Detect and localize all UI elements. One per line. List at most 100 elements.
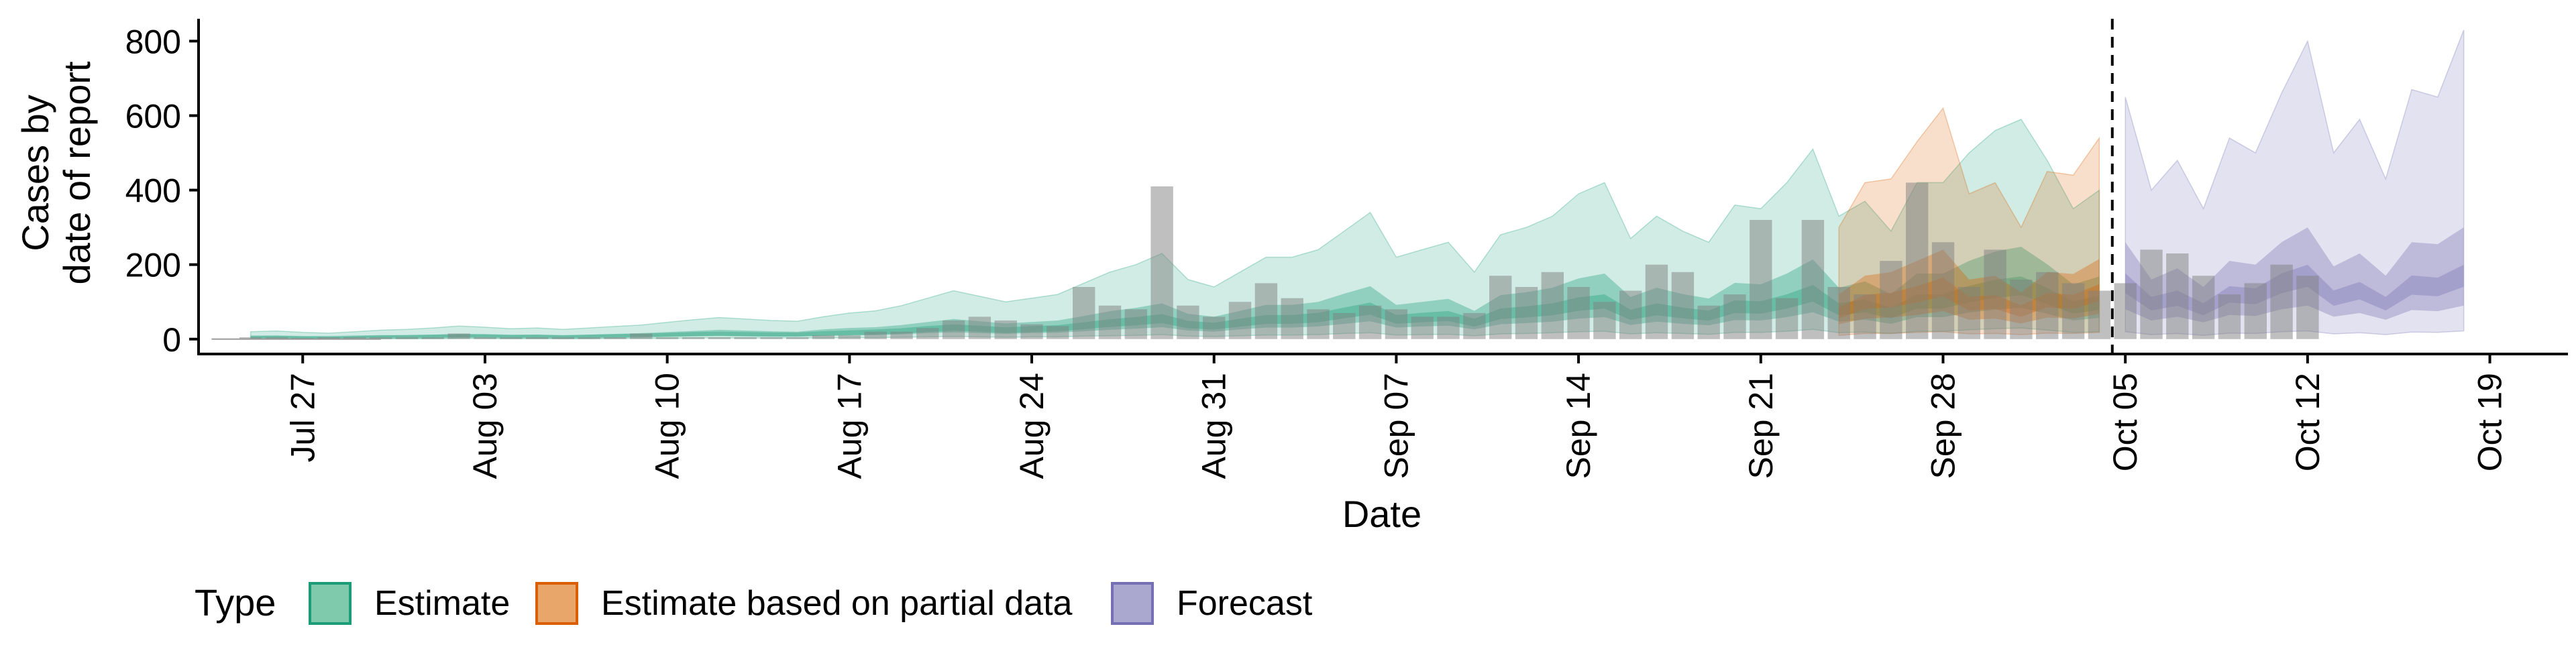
observed-bar <box>265 337 288 339</box>
observed-bar <box>942 320 965 339</box>
observed-bar <box>551 337 575 339</box>
y-tick-label: 600 <box>125 97 181 135</box>
observed-bar <box>1645 264 1668 339</box>
observed-bar <box>916 328 939 339</box>
observed-bar <box>1098 305 1122 339</box>
x-tick-label: Oct 12 <box>2289 373 2326 471</box>
observed-bar <box>1593 302 1616 339</box>
observed-bar <box>421 337 444 339</box>
observed-bar <box>343 337 366 339</box>
observed-bar <box>1515 287 1538 339</box>
axis-label-layer: Cases by date of report Date <box>14 61 1421 535</box>
observed-bar <box>1203 316 1226 339</box>
legend-swatch-estimate <box>309 582 352 625</box>
observed-bar <box>1854 294 1876 339</box>
observed-bar <box>395 337 419 339</box>
x-tick-label: Sep 28 <box>1925 373 1962 479</box>
observed-bar <box>760 337 783 339</box>
observed-bar <box>890 331 913 339</box>
bar-layer <box>211 182 2319 340</box>
y-tick-label: 400 <box>125 172 181 210</box>
legend-label-estimate: Estimate <box>374 584 510 623</box>
x-tick-label: Aug 31 <box>1195 373 1233 479</box>
legend: Type Estimate Estimate based on partial … <box>195 581 1313 625</box>
x-tick-label: Aug 24 <box>1013 373 1051 479</box>
x-axis-label: Date <box>1342 493 1421 535</box>
observed-bar <box>447 333 470 339</box>
legend-label-partial: Estimate based on partial data <box>601 584 1073 623</box>
x-tick-label: Sep 14 <box>1560 373 1597 479</box>
observed-bar <box>708 337 731 339</box>
observed-bar <box>1437 316 1460 339</box>
observed-bar <box>655 337 679 339</box>
observed-bar <box>682 337 705 339</box>
x-tick-label: Sep 07 <box>1377 373 1415 479</box>
observed-bar <box>1827 287 1850 339</box>
observed-bar <box>1150 186 1173 339</box>
observed-bar <box>1906 182 1929 339</box>
observed-bar <box>500 337 523 339</box>
observed-bar <box>1489 276 1512 339</box>
observed-bar <box>2192 276 2215 339</box>
observed-bar <box>239 337 262 339</box>
x-tick-label: Oct 05 <box>2106 373 2144 471</box>
observed-bar <box>1567 287 1590 339</box>
x-tick-label: Aug 03 <box>466 373 504 479</box>
observed-bar <box>1411 316 1434 339</box>
observed-bar <box>1957 287 1980 339</box>
observed-bar <box>2270 264 2293 339</box>
observed-bar <box>1619 290 1642 339</box>
observed-bar <box>2218 294 2241 339</box>
x-tick-label: Oct 19 <box>2471 373 2509 471</box>
observed-bar <box>2140 249 2163 339</box>
observed-bar <box>994 320 1017 339</box>
observed-bar <box>1931 242 1955 339</box>
observed-bar <box>838 335 861 339</box>
legend-label-forecast: Forecast <box>1177 584 1313 623</box>
x-tick-label: Sep 21 <box>1742 373 1780 479</box>
y-tick-label: 0 <box>162 321 181 359</box>
observed-bar <box>2036 272 2059 339</box>
observed-bar <box>1254 283 1278 339</box>
legend-swatch-partial <box>535 582 578 625</box>
axes-layer: 0 200 400 600 800 Jul 27 Aug 03 Aug 10 Aug 17 Aug… <box>125 19 2568 479</box>
observed-bar <box>2166 253 2189 339</box>
observed-bar <box>1124 309 1147 339</box>
observed-bar <box>1541 272 1564 339</box>
observed-bar <box>1333 312 1356 339</box>
y-tick-label: 800 <box>125 23 181 60</box>
observed-bar <box>2114 283 2137 339</box>
observed-bar <box>1073 287 1095 339</box>
x-tick-label: Jul 27 <box>284 373 321 462</box>
observed-bar <box>1046 326 1069 339</box>
observed-bar <box>604 337 627 339</box>
legend-title: Type <box>195 581 276 624</box>
observed-bar <box>370 337 392 339</box>
observed-bar <box>1281 298 1303 339</box>
observed-bar <box>1358 305 1382 339</box>
x-tick-label: Aug 17 <box>830 373 868 479</box>
observed-bar <box>578 337 600 339</box>
observed-bar <box>474 337 496 339</box>
observed-bar <box>786 337 809 339</box>
y-axis-label-line-2: date of report <box>56 61 98 285</box>
observed-bar <box>812 335 835 339</box>
observed-bar <box>734 337 757 339</box>
observed-bar <box>968 316 991 339</box>
observed-bar <box>2010 279 2033 339</box>
observed-bar <box>1463 312 1486 339</box>
observed-bar <box>525 337 549 339</box>
y-tick-label: 200 <box>125 247 181 284</box>
observed-bar <box>1801 220 1825 339</box>
observed-bar <box>1750 220 1772 339</box>
observed-bar <box>1228 302 1252 339</box>
observed-bar <box>2296 276 2319 339</box>
observed-bar <box>1723 294 1746 339</box>
observed-bar <box>1697 305 1720 339</box>
observed-bar <box>317 337 340 339</box>
observed-bar <box>630 333 653 339</box>
x-tick-label: Aug 10 <box>649 373 686 479</box>
observed-bar <box>1671 272 1695 339</box>
